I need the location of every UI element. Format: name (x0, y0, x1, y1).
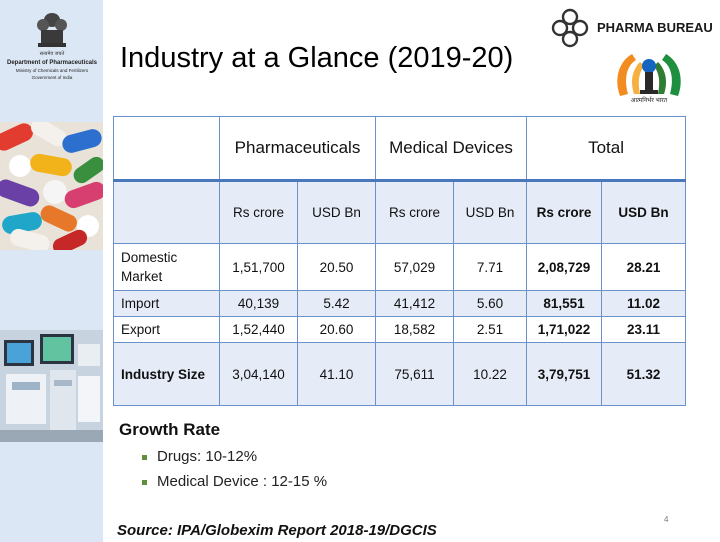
table-cell: 3,79,751 (526, 342, 603, 406)
growth-list: Drugs: 10-12% Medical Device : 12-15 % (140, 447, 327, 497)
pills-image (0, 122, 103, 250)
bullet-icon (142, 480, 147, 485)
table-cell: 10.22 (453, 342, 528, 406)
row-label: Export (113, 316, 220, 343)
table-row: Export 1,52,440 20.60 18,582 2.51 1,71,0… (113, 316, 687, 343)
government-name: Government of India (31, 75, 73, 80)
table-row: Industry Size 3,04,140 41.10 75,611 10.2… (113, 342, 687, 406)
table-cell: 3,04,140 (219, 342, 298, 406)
growth-rate-heading: Growth Rate (119, 420, 221, 439)
unit-header: USD Bn (453, 179, 528, 244)
unit-header: Rs crore (219, 179, 298, 244)
corner-cell (113, 179, 220, 244)
emblem-caption: आत्मनिर्भर भारत (630, 98, 668, 104)
national-emblem-icon: सत्यमेव जयते (37, 13, 67, 57)
unit-header: USD Bn (296, 179, 377, 244)
dept-name: Department of Pharmaceuticals (6, 60, 98, 66)
table-cell: 1,52,440 (219, 316, 298, 343)
list-item: Medical Device : 12-15 % (140, 472, 327, 497)
table-cell: 41,412 (375, 290, 455, 317)
atmanirbhar-emblem-icon (617, 54, 681, 96)
list-item: Drugs: 10-12% (140, 447, 327, 472)
table-cell: 5.60 (453, 290, 528, 317)
table-cell: 40,139 (219, 290, 298, 317)
page-number: 4 (664, 515, 669, 524)
department-caption: Department of Pharmaceuticals Ministry o… (2, 60, 102, 81)
ministry-name: Ministry of Chemicals and Fertilizers (15, 68, 89, 73)
medical-devices-image (0, 330, 103, 442)
table-cell: 5.42 (296, 290, 377, 317)
table-cell: 51.32 (601, 342, 687, 406)
table-cell: 11.02 (601, 290, 687, 317)
list-item-text: Drugs: 10-12% (157, 448, 258, 465)
table-cell: 28.21 (601, 243, 687, 291)
table-cell: 2,08,729 (526, 243, 603, 291)
table-cell: 23.11 (601, 316, 687, 343)
brand-name: PHARMA BUREAU (597, 20, 713, 35)
table-cell: 1,51,700 (219, 243, 298, 291)
table-cell: 2.51 (453, 316, 528, 343)
unit-header: Rs crore (375, 179, 455, 244)
header-medical-devices: Medical Devices (375, 116, 528, 181)
table-cell: 18,582 (375, 316, 455, 343)
pharma-bureau-logo-icon (551, 8, 589, 48)
table-cell: 41.10 (296, 342, 377, 406)
table-cell: 1,71,022 (526, 316, 603, 343)
header-total: Total (526, 116, 687, 181)
row-label: Import (113, 290, 220, 317)
table-unit-header-row: Rs crore USD Bn Rs crore USD Bn Rs crore… (113, 179, 687, 244)
table-cell: 57,029 (375, 243, 455, 291)
sidebar-panel: सत्यमेव जयते Department of Pharmaceutica… (0, 0, 103, 542)
svg-text:सत्यमेव जयते: सत्यमेव जयते (40, 50, 65, 57)
industry-table: Pharmaceuticals Medical Devices Total Rs… (113, 116, 687, 406)
unit-header: Rs crore (526, 179, 603, 244)
table-group-header-row: Pharmaceuticals Medical Devices Total (113, 116, 687, 181)
bullet-icon (142, 455, 147, 460)
list-item-text: Medical Device : 12-15 % (157, 473, 328, 490)
unit-header: USD Bn (601, 179, 687, 244)
row-label: Industry Size (113, 342, 220, 406)
source-note: Source: IPA/Globexim Report 2018-19/DGCI… (117, 522, 437, 539)
corner-cell (113, 116, 220, 181)
table-row: Domestic Market 1,51,700 20.50 57,029 7.… (113, 243, 687, 291)
header-pharmaceuticals: Pharmaceuticals (218, 116, 377, 181)
table-cell: 81,551 (526, 290, 603, 317)
page-title: Industry at a Glance (2019-20) (120, 42, 514, 74)
table-cell: 20.50 (296, 243, 377, 291)
row-label: Domestic Market (113, 243, 220, 291)
table-cell: 75,611 (375, 342, 455, 406)
table-cell: 7.71 (453, 243, 528, 291)
table-cell: 20.60 (296, 316, 377, 343)
table-row: Import 40,139 5.42 41,412 5.60 81,551 11… (113, 290, 687, 317)
